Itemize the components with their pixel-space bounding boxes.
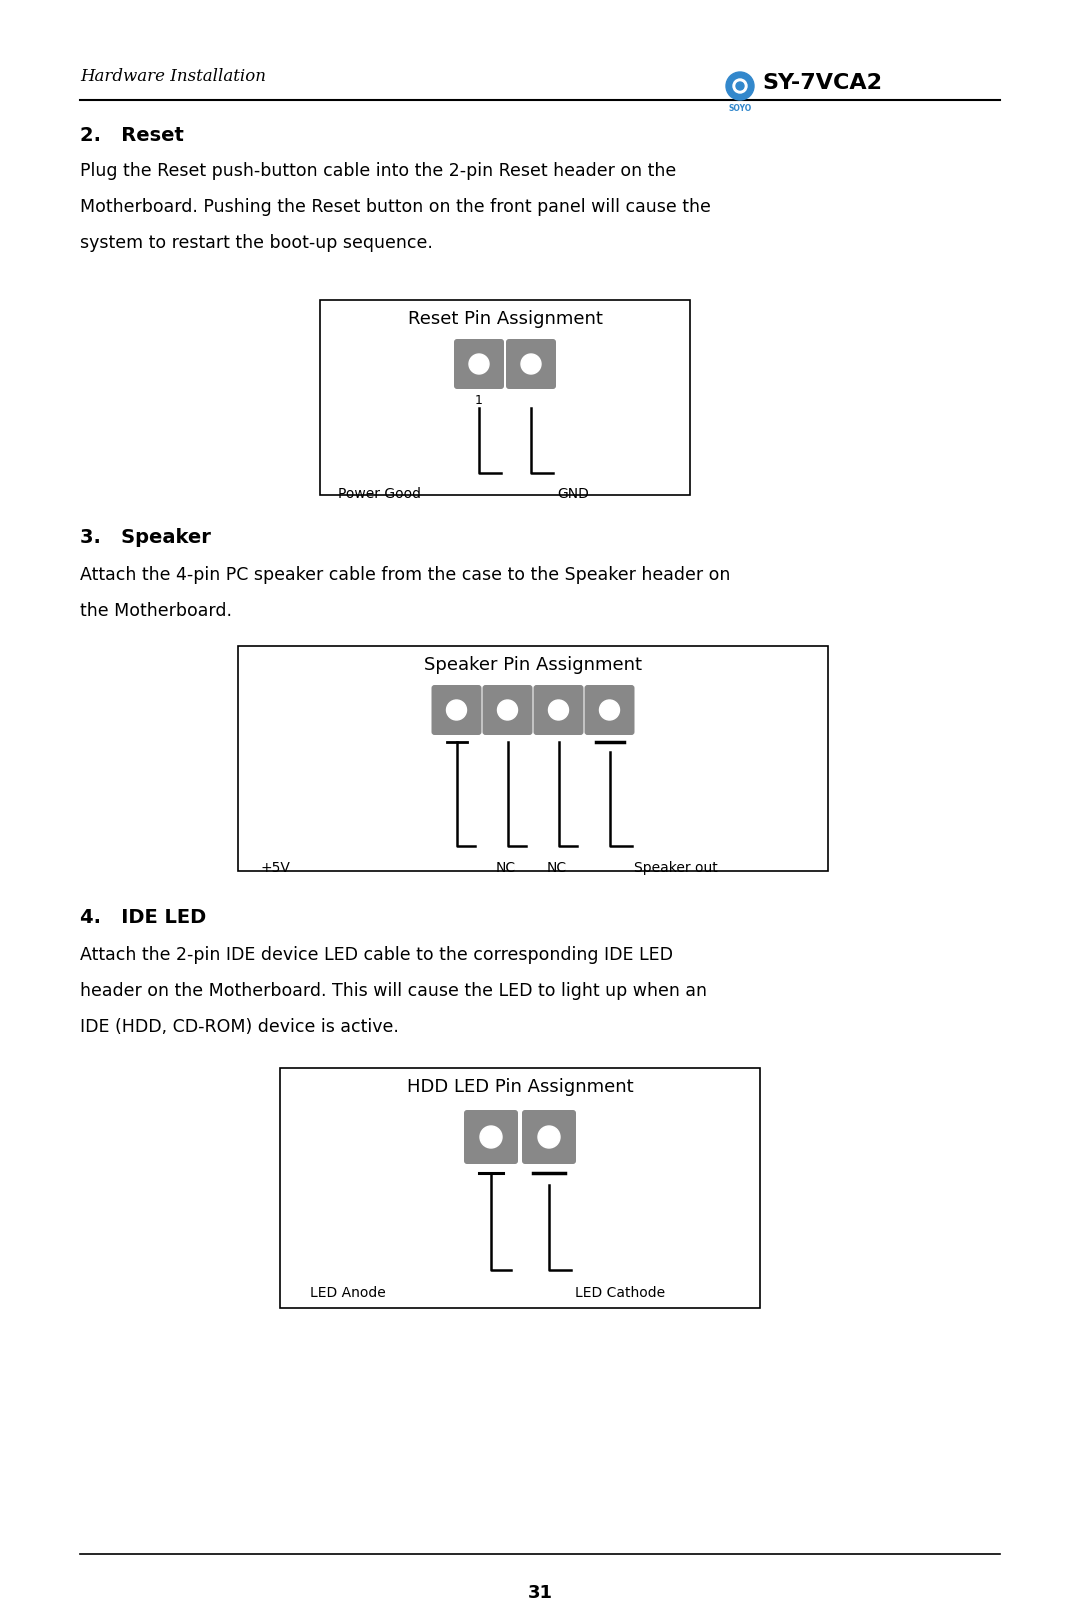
Text: IDE (HDD, CD-ROM) device is active.: IDE (HDD, CD-ROM) device is active.: [80, 1018, 399, 1036]
Text: Attach the 2-pin IDE device LED cable to the corresponding IDE LED: Attach the 2-pin IDE device LED cable to…: [80, 947, 673, 964]
Text: 1: 1: [475, 395, 483, 408]
FancyBboxPatch shape: [454, 340, 504, 388]
Circle shape: [469, 354, 489, 374]
Circle shape: [498, 701, 517, 720]
Text: HDD LED Pin Assignment: HDD LED Pin Assignment: [407, 1078, 633, 1095]
Text: Plug the Reset push-button cable into the 2-pin Reset header on the: Plug the Reset push-button cable into th…: [80, 162, 676, 180]
FancyBboxPatch shape: [534, 684, 583, 735]
Text: 2.   Reset: 2. Reset: [80, 126, 184, 146]
Text: LED Anode: LED Anode: [310, 1286, 386, 1299]
Bar: [238, 646, 828, 870]
Text: NC: NC: [496, 861, 515, 875]
FancyBboxPatch shape: [464, 1110, 518, 1163]
Text: Reset Pin Assignment: Reset Pin Assignment: [407, 311, 603, 328]
Text: system to restart the boot-up sequence.: system to restart the boot-up sequence.: [80, 235, 433, 252]
Text: SY-7VCA2: SY-7VCA2: [762, 73, 882, 92]
Text: +5V: +5V: [260, 861, 289, 875]
Text: header on the Motherboard. This will cause the LED to light up when an: header on the Motherboard. This will cau…: [80, 982, 707, 1000]
Text: the Motherboard.: the Motherboard.: [80, 602, 232, 620]
Text: LED Cathode: LED Cathode: [575, 1286, 665, 1299]
FancyBboxPatch shape: [432, 684, 482, 735]
Circle shape: [549, 701, 568, 720]
Circle shape: [733, 79, 747, 92]
Circle shape: [480, 1126, 502, 1149]
Circle shape: [446, 701, 467, 720]
Circle shape: [538, 1126, 561, 1149]
FancyBboxPatch shape: [522, 1110, 576, 1163]
FancyBboxPatch shape: [584, 684, 635, 735]
FancyBboxPatch shape: [507, 340, 556, 388]
Text: NC: NC: [546, 861, 567, 875]
Circle shape: [726, 71, 754, 100]
Text: Power Good: Power Good: [338, 487, 421, 502]
Text: Speaker out: Speaker out: [635, 861, 718, 875]
Bar: [280, 1068, 760, 1307]
Text: 31: 31: [527, 1584, 553, 1602]
Circle shape: [599, 701, 620, 720]
Circle shape: [521, 354, 541, 374]
Circle shape: [735, 83, 744, 91]
Text: SOYO: SOYO: [728, 104, 752, 113]
Bar: [320, 299, 690, 495]
Text: Hardware Installation: Hardware Installation: [80, 68, 266, 86]
Text: Attach the 4-pin PC speaker cable from the case to the Speaker header on: Attach the 4-pin PC speaker cable from t…: [80, 566, 730, 584]
Text: Speaker Pin Assignment: Speaker Pin Assignment: [424, 655, 642, 675]
Text: 3.   Speaker: 3. Speaker: [80, 527, 211, 547]
Text: 4.   IDE LED: 4. IDE LED: [80, 908, 206, 927]
Text: Motherboard. Pushing the Reset button on the front panel will cause the: Motherboard. Pushing the Reset button on…: [80, 197, 711, 215]
Text: GND: GND: [557, 487, 589, 502]
FancyBboxPatch shape: [483, 684, 532, 735]
